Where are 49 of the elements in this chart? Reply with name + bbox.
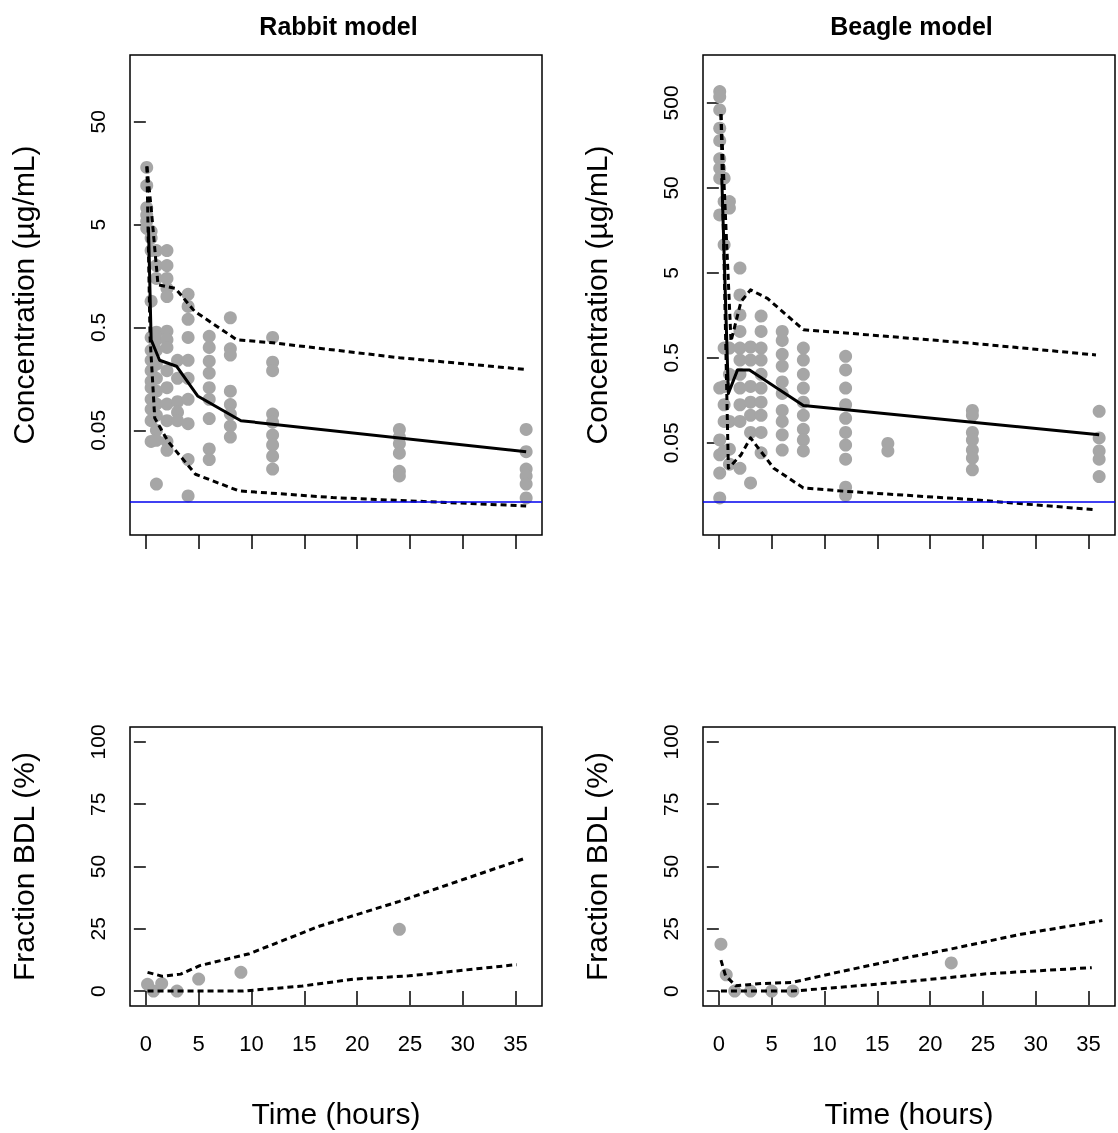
point [192,972,206,986]
x-tick-label: 10 [239,1030,264,1056]
x-tick-label: 0 [712,1030,725,1056]
chart-title: Rabbit model [259,11,418,40]
x-tick-label: 15 [292,1030,317,1056]
y-tick-label: 50 [86,854,109,879]
x-tick-label: 5 [192,1030,205,1056]
x-tick-label: 35 [1076,1030,1101,1056]
x-axis-title: Time (hours) [824,1096,994,1130]
y-axis-title: Concentration (µg/mL) [6,145,40,445]
y-tick-label: 500 [659,85,682,121]
y-tick-label: 50 [86,110,109,134]
x-tick-label: 25 [397,1030,423,1056]
point [234,965,248,979]
point [392,922,406,936]
y-tick-label: 5 [659,267,682,279]
x-tick-label: 20 [917,1030,943,1056]
y-tick-label: 50 [659,176,682,200]
x-tick-label: 0 [139,1030,152,1056]
x-tick-label: 15 [865,1030,890,1056]
y-tick-label: 75 [86,792,109,816]
y-tick-label: 25 [659,917,682,941]
x-tick-label: 25 [970,1030,996,1056]
point [155,977,169,991]
y-tick-label: 0 [86,985,109,997]
x-tick-label: 30 [450,1030,476,1056]
x-tick-label: 10 [812,1030,837,1056]
y-axis-title: Concentration (µg/mL) [579,145,613,445]
y-tick-label: 0.05 [659,422,682,464]
y-tick-label: 25 [86,917,109,941]
y-axis-title: Fraction BDL (%) [6,752,40,981]
y-tick-label: 0.05 [86,409,109,451]
y-tick-label: 50 [659,854,682,879]
x-tick-label: 5 [765,1030,778,1056]
point [714,937,728,951]
y-tick-label: 100 [659,724,682,760]
x-tick-label: 35 [503,1030,528,1056]
y-tick-label: 5 [86,218,109,231]
x-axis-title: Time (hours) [251,1096,421,1130]
x-tick-label: 20 [344,1030,370,1056]
y-axis-title: Fraction BDL (%) [579,752,613,981]
y-tick-label: 100 [86,724,109,760]
point [944,956,958,970]
x-tick-label: 30 [1023,1030,1049,1056]
y-tick-label: 0.5 [659,343,682,373]
chart-title: Beagle model [830,11,993,40]
y-tick-label: 0.5 [86,312,109,343]
y-tick-label: 0 [659,985,682,997]
y-tick-label: 75 [659,792,682,816]
